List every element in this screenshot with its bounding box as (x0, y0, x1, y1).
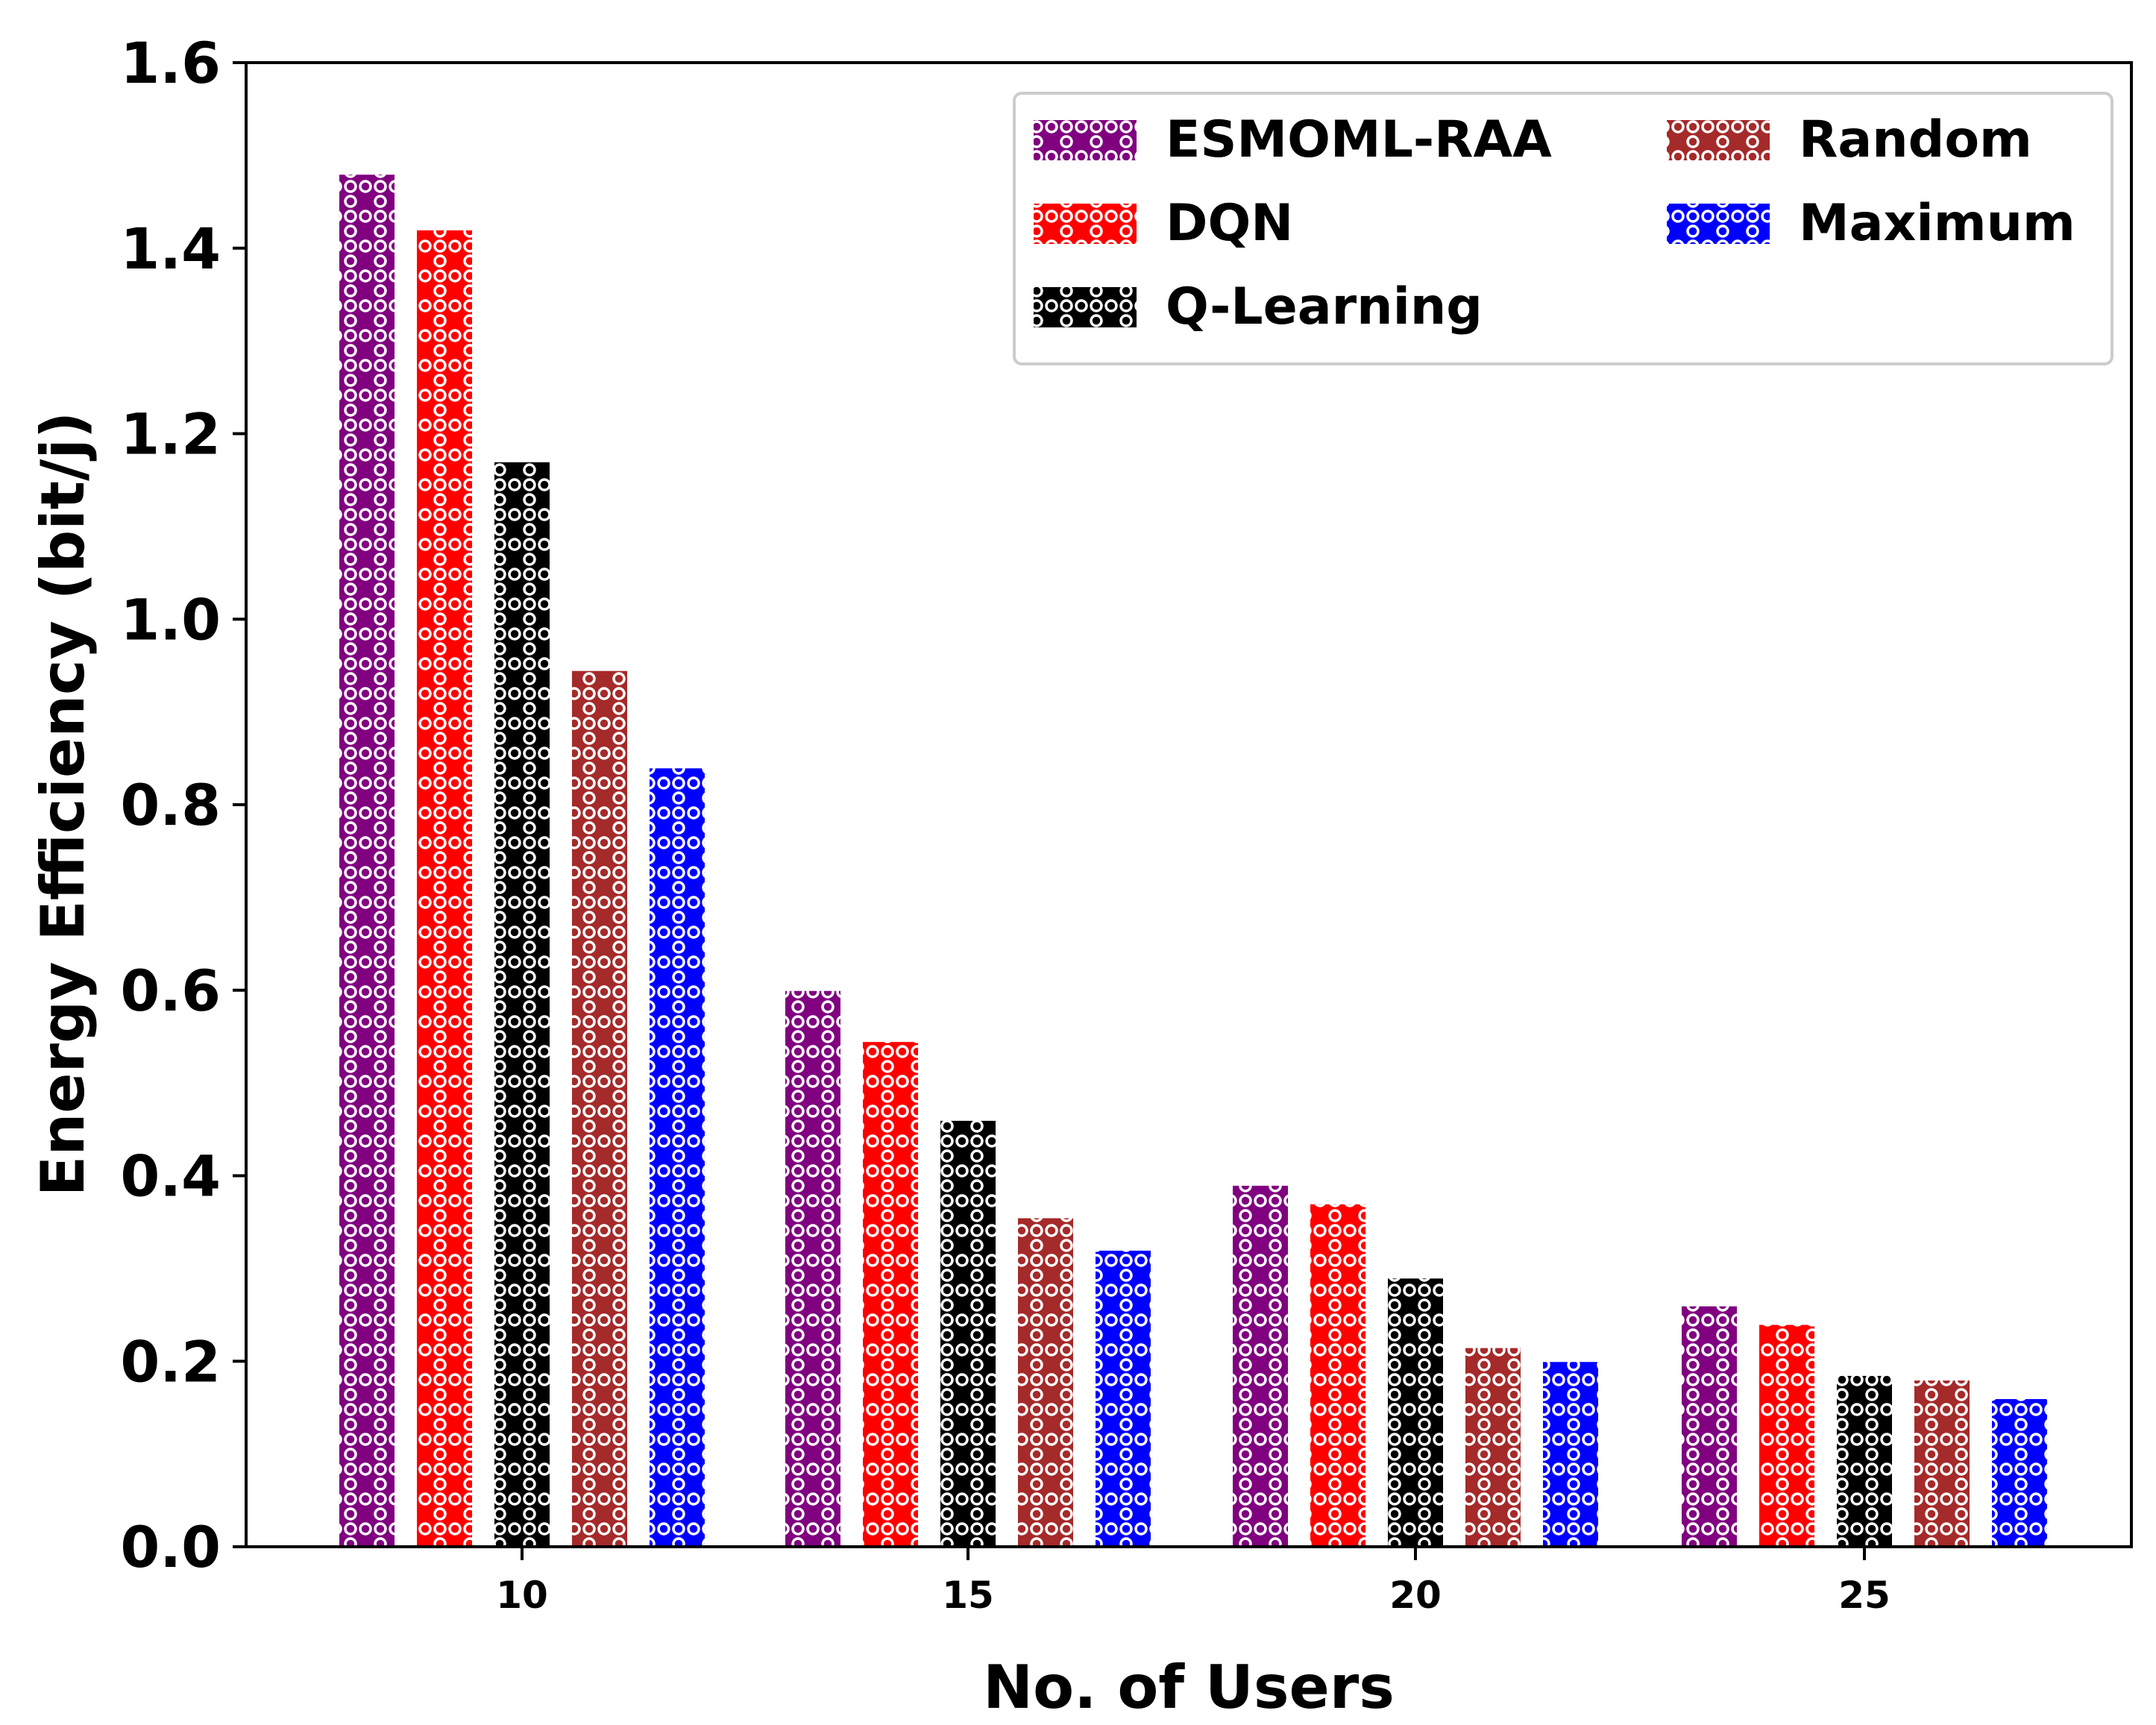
bar-q-learning-10 (493, 460, 551, 1548)
legend-label-random: Random (1799, 110, 2032, 169)
y-tick-label: 0.2 (120, 1328, 221, 1395)
legend-swatch-maximum (1665, 202, 1771, 245)
legend-label-esmoml-raa: ESMOML-RAA (1166, 110, 1552, 169)
y-axis-ticks: 0.0 0.2 0.4 0.6 0.8 1.0 1.2 1.4 1.6 (120, 30, 246, 1580)
bar-q-learning-15 (939, 1119, 997, 1548)
legend-swatch-esmoml-raa (1032, 119, 1138, 162)
x-tick-label: 25 (1838, 1574, 1891, 1617)
bar-random-15 (1016, 1216, 1075, 1548)
bar-dqn-20 (1309, 1202, 1367, 1548)
bar-esmoml-raa-25 (1680, 1304, 1738, 1548)
bar-random-25 (1913, 1379, 1971, 1548)
bar-dqn-25 (1758, 1323, 1816, 1548)
bar-q-learning-25 (1835, 1374, 1893, 1548)
y-tick-label: 0.0 (120, 1514, 221, 1580)
legend-swatch-random (1665, 119, 1771, 162)
bar-maximum-20 (1541, 1360, 1600, 1548)
x-tick-label: 15 (942, 1574, 994, 1617)
y-axis-label: Energy Efficiency (bit/j) (28, 412, 98, 1197)
x-tick-label: 20 (1389, 1574, 1442, 1617)
legend-label-q-learning: Q-Learning (1166, 277, 1483, 336)
legend: ESMOML-RAA DQN Q-Learning Random Maximum (1013, 92, 2113, 365)
bar-q-learning-20 (1386, 1277, 1445, 1548)
y-tick-label: 1.0 (120, 586, 221, 653)
y-tick-label: 1.2 (120, 401, 221, 468)
bar-random-10 (571, 669, 629, 1548)
legend-frame (1013, 92, 2113, 365)
bar-esmoml-raa-15 (784, 989, 842, 1548)
legend-swatch-dqn (1032, 202, 1138, 245)
bar-maximum-10 (648, 767, 706, 1548)
bars-layer (338, 173, 2049, 1548)
bar-random-20 (1464, 1346, 1522, 1548)
y-tick-label: 1.4 (120, 216, 221, 282)
legend-label-dqn: DQN (1166, 194, 1293, 253)
y-tick-label: 0.6 (120, 958, 221, 1024)
legend-swatch-q-learning (1032, 286, 1138, 329)
y-tick-label: 0.8 (120, 772, 221, 838)
bar-dqn-15 (861, 1040, 920, 1548)
x-axis-label: No. of Users (983, 1653, 1395, 1722)
bar-esmoml-raa-20 (1231, 1184, 1289, 1548)
y-tick-label: 0.4 (120, 1143, 221, 1210)
y-tick-label: 1.6 (120, 30, 221, 96)
legend-label-maximum: Maximum (1799, 194, 2075, 253)
bar-esmoml-raa-10 (338, 173, 396, 1548)
x-axis-ticks: 10 15 20 25 (496, 1547, 1891, 1617)
x-tick-label: 10 (496, 1574, 548, 1617)
bar-maximum-25 (1990, 1398, 2049, 1548)
bar-dqn-10 (415, 228, 474, 1548)
bar-maximum-15 (1094, 1249, 1152, 1548)
